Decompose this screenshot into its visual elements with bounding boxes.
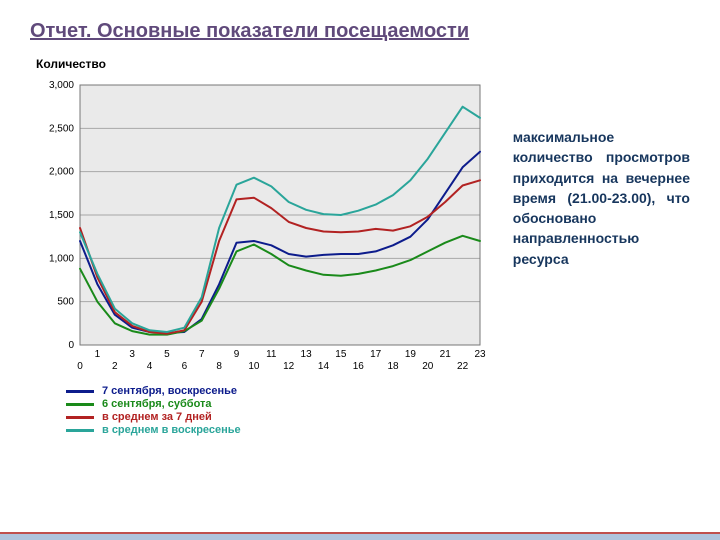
svg-text:500: 500: [57, 297, 74, 308]
summary-text: максимальное количество просмотров прихо…: [513, 57, 690, 269]
svg-text:6: 6: [182, 361, 188, 372]
svg-text:21: 21: [440, 349, 452, 360]
svg-text:18: 18: [387, 361, 399, 372]
svg-text:7: 7: [199, 349, 205, 360]
svg-text:2: 2: [112, 361, 118, 372]
svg-text:5: 5: [164, 349, 170, 360]
svg-text:2,500: 2,500: [49, 123, 74, 134]
svg-text:11: 11: [266, 349, 277, 360]
svg-text:15: 15: [335, 349, 347, 360]
content-row: Количество 0 500 1,000 1,500 2,000 2,500 3,000…: [30, 57, 690, 437]
svg-text:10: 10: [248, 361, 260, 372]
chart-column: Количество 0 500 1,000 1,500 2,000 2,500 3,000…: [30, 57, 493, 437]
svg-text:1: 1: [95, 349, 101, 360]
svg-text:1,000: 1,000: [49, 253, 74, 264]
legend-label: 7 сентября, воскресенье: [102, 385, 237, 397]
svg-text:3: 3: [129, 349, 135, 360]
legend-swatch: [66, 390, 94, 393]
svg-text:12: 12: [283, 361, 295, 372]
svg-text:2,000: 2,000: [49, 167, 74, 178]
svg-text:23: 23: [474, 349, 486, 360]
svg-text:13: 13: [301, 349, 313, 360]
svg-text:16: 16: [353, 361, 365, 372]
legend-swatch: [66, 429, 94, 432]
page-title: Отчет. Основные показатели посещаемости: [30, 20, 690, 43]
traffic-line-chart: 05001,0001,5002,0002,5003,00013579111315…: [30, 75, 490, 375]
svg-text:19: 19: [405, 349, 417, 360]
legend-item: 7 сентября, воскресенье: [66, 385, 493, 397]
legend-item: в среднем за 7 дней: [66, 411, 493, 423]
y-axis-title: Количество: [36, 57, 493, 71]
svg-text:20: 20: [422, 361, 434, 372]
svg-text:1,500: 1,500: [49, 210, 74, 221]
svg-text:9: 9: [234, 349, 240, 360]
legend-item: 6 сентября, суббота: [66, 398, 493, 410]
legend-label: 6 сентября, суббота: [102, 398, 212, 410]
svg-text:8: 8: [216, 361, 222, 372]
legend-swatch: [66, 416, 94, 419]
footer-bar: [0, 532, 720, 540]
chart-legend: 7 сентября, воскресенье6 сентября, суббо…: [66, 385, 493, 436]
svg-text:0: 0: [68, 340, 74, 351]
legend-item: в среднем в воскресенье: [66, 424, 493, 436]
legend-label: в среднем в воскресенье: [102, 424, 241, 436]
svg-text:22: 22: [457, 361, 469, 372]
svg-text:4: 4: [147, 361, 153, 372]
legend-label: в среднем за 7 дней: [102, 411, 212, 423]
svg-text:3,000: 3,000: [49, 80, 74, 91]
svg-text:14: 14: [318, 361, 330, 372]
svg-text:0: 0: [77, 361, 83, 372]
svg-text:17: 17: [370, 349, 382, 360]
legend-swatch: [66, 403, 94, 406]
